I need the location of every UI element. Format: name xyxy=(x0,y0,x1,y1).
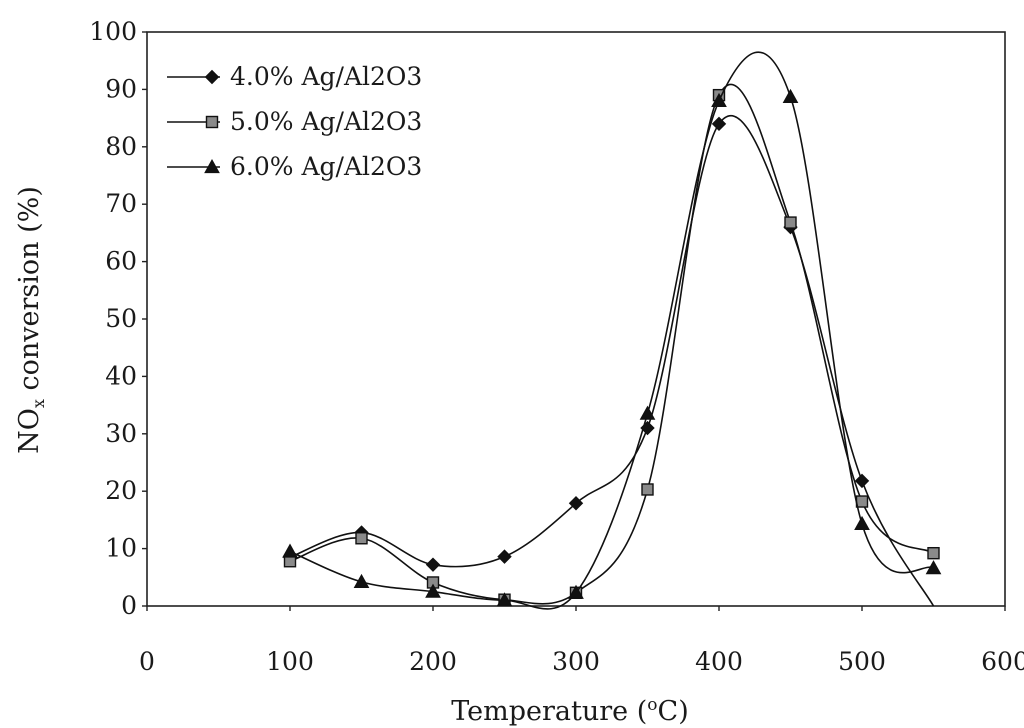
legend-label: 5.0% Ag/Al2O3 xyxy=(230,107,422,136)
y-tick-label: 30 xyxy=(105,419,137,448)
y-tick-label: 100 xyxy=(89,17,137,46)
y-tick-label: 60 xyxy=(105,247,137,276)
data-point xyxy=(855,495,869,508)
data-point xyxy=(711,92,727,107)
data-point xyxy=(353,573,370,588)
data-point xyxy=(641,483,654,496)
data-point xyxy=(568,584,584,599)
y-tick-label: 80 xyxy=(105,132,137,161)
y-tick-label: 50 xyxy=(105,304,137,333)
data-point xyxy=(784,216,797,229)
y-tick-label: 40 xyxy=(105,361,137,390)
y-tick-label: 10 xyxy=(105,534,137,563)
legend-label: 4.0% Ag/Al2O3 xyxy=(230,62,422,91)
x-axis: 0 100 200 300 400 500 600 xyxy=(139,606,1024,676)
series-diamond xyxy=(282,115,935,607)
data-point xyxy=(925,560,942,575)
data-point xyxy=(568,496,584,511)
legend-marker xyxy=(204,69,220,85)
data-point xyxy=(711,116,727,132)
y-tick-label: 70 xyxy=(105,189,137,218)
y-tick-label: 90 xyxy=(105,74,137,103)
y-axis: 0 10 20 30 40 50 60 70 80 90 100 xyxy=(89,17,147,620)
y-tick-label: 20 xyxy=(105,476,137,505)
data-point xyxy=(496,592,513,607)
legend-item: 4.0% Ag/Al2O3 xyxy=(167,62,422,91)
data-point xyxy=(497,549,512,564)
data-point xyxy=(927,546,940,560)
legend-label: 6.0% Ag/Al2O3 xyxy=(230,152,422,181)
legend-marker xyxy=(204,158,220,174)
data-point xyxy=(425,557,441,572)
legend-item: 5.0% Ag/Al2O3 xyxy=(167,107,422,136)
data-point xyxy=(782,88,799,103)
data-point xyxy=(355,532,368,545)
data-point xyxy=(639,405,656,420)
legend: 4.0% Ag/Al2O3 5.0% Ag/Al2O3 6.0% Ag/Al2O3 xyxy=(167,62,422,181)
x-tick-label: 400 xyxy=(695,647,743,676)
x-tick-label: 200 xyxy=(409,647,457,676)
x-tick-label: 500 xyxy=(838,647,886,676)
data-point xyxy=(854,473,870,489)
x-tick-label: 100 xyxy=(266,647,314,676)
x-tick-label: 0 xyxy=(139,647,155,676)
y-tick-label: 0 xyxy=(121,591,137,620)
data-point xyxy=(854,515,870,531)
y-axis-title: NOx conversion (%) xyxy=(14,186,48,454)
data-point xyxy=(425,583,441,598)
legend-item: 6.0% Ag/Al2O3 xyxy=(167,152,422,181)
series-layer xyxy=(282,51,942,610)
legend-marker xyxy=(205,115,219,129)
x-axis-title: Temperature (oC) xyxy=(451,695,688,727)
series-triangle xyxy=(282,51,942,610)
series-line xyxy=(289,115,935,607)
x-tick-label: 600 xyxy=(981,647,1024,676)
x-tick-label: 300 xyxy=(552,647,600,676)
data-point xyxy=(282,543,298,558)
